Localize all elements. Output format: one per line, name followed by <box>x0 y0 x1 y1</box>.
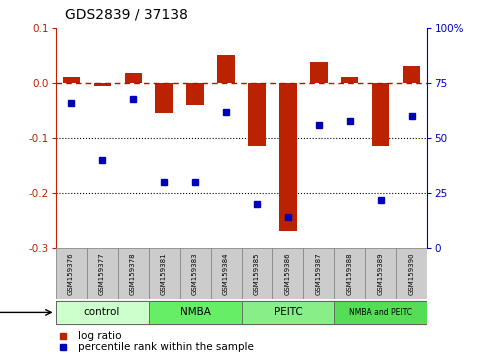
Text: NMBA and PEITC: NMBA and PEITC <box>350 308 412 317</box>
FancyBboxPatch shape <box>397 248 427 299</box>
Text: GSM159378: GSM159378 <box>130 252 136 295</box>
Bar <box>156 83 172 113</box>
Bar <box>403 65 421 83</box>
FancyBboxPatch shape <box>56 301 149 324</box>
FancyBboxPatch shape <box>303 248 334 299</box>
FancyBboxPatch shape <box>149 248 180 299</box>
Bar <box>248 83 266 146</box>
FancyBboxPatch shape <box>149 301 242 324</box>
FancyBboxPatch shape <box>242 248 272 299</box>
FancyBboxPatch shape <box>366 248 397 299</box>
Text: GSM159383: GSM159383 <box>192 252 198 295</box>
Text: GSM159376: GSM159376 <box>68 252 74 295</box>
FancyBboxPatch shape <box>56 248 86 299</box>
Bar <box>311 62 327 83</box>
Bar <box>217 55 235 83</box>
FancyBboxPatch shape <box>334 248 366 299</box>
Text: GDS2839 / 37138: GDS2839 / 37138 <box>65 7 188 21</box>
FancyBboxPatch shape <box>242 301 334 324</box>
FancyBboxPatch shape <box>180 248 211 299</box>
Text: percentile rank within the sample: percentile rank within the sample <box>78 342 254 352</box>
FancyBboxPatch shape <box>211 248 242 299</box>
Text: NMBA: NMBA <box>180 307 211 318</box>
Text: GSM159385: GSM159385 <box>254 252 260 295</box>
Bar <box>94 83 111 86</box>
Text: GSM159381: GSM159381 <box>161 252 167 295</box>
Text: GSM159377: GSM159377 <box>99 252 105 295</box>
Text: GSM159387: GSM159387 <box>316 252 322 295</box>
FancyBboxPatch shape <box>272 248 303 299</box>
Bar <box>125 73 142 83</box>
FancyBboxPatch shape <box>334 301 427 324</box>
Bar <box>62 76 80 83</box>
Text: GSM159389: GSM159389 <box>378 252 384 295</box>
Bar <box>372 83 389 146</box>
Bar <box>341 76 358 83</box>
Text: PEITC: PEITC <box>273 307 302 318</box>
Text: GSM159384: GSM159384 <box>223 252 229 295</box>
FancyBboxPatch shape <box>117 248 149 299</box>
Text: GSM159386: GSM159386 <box>285 252 291 295</box>
Text: log ratio: log ratio <box>78 331 121 341</box>
Text: GSM159390: GSM159390 <box>409 252 415 295</box>
Bar <box>186 83 203 105</box>
Bar <box>280 83 297 232</box>
Text: control: control <box>84 307 120 318</box>
FancyBboxPatch shape <box>86 248 117 299</box>
Text: GSM159388: GSM159388 <box>347 252 353 295</box>
